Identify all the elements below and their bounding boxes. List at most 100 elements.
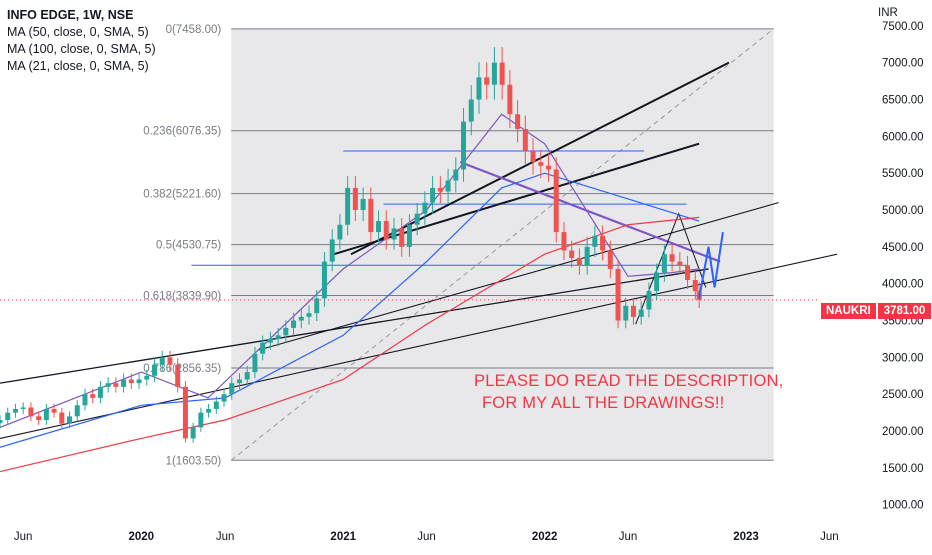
- candle-body: [152, 364, 158, 376]
- fib-level-label: 0(7458.00): [166, 24, 222, 36]
- candle-body: [538, 162, 544, 166]
- candle-body: [376, 221, 382, 233]
- candle-body: [345, 187, 351, 225]
- x-tick-label: Jun: [619, 531, 638, 543]
- x-tick-label: 2020: [128, 531, 154, 543]
- candle-body: [59, 412, 65, 424]
- candle-body: [569, 250, 575, 258]
- y-tick-label: 4000.00: [882, 279, 924, 291]
- candle-body: [236, 379, 242, 384]
- candle-body: [283, 327, 289, 336]
- candle-body: [692, 280, 698, 292]
- candle-body: [461, 121, 467, 170]
- price-tag-value: 3781.00: [877, 303, 932, 319]
- candle-body: [175, 364, 181, 387]
- y-tick-label: 5500.00: [882, 168, 924, 180]
- moving-average-line: [0, 216, 700, 473]
- candle-body: [522, 128, 528, 152]
- candle-body: [607, 250, 613, 269]
- candle-body: [391, 228, 397, 240]
- y-tick-label: 6000.00: [882, 131, 924, 143]
- candle-body: [507, 84, 513, 115]
- candle-body: [468, 99, 474, 122]
- candle-body: [221, 394, 227, 402]
- candle-body: [159, 357, 165, 365]
- candle-body: [360, 198, 366, 210]
- candle-body: [136, 379, 142, 384]
- trendline-drawing: [459, 161, 721, 263]
- candle-body: [314, 298, 320, 314]
- candle-body: [383, 221, 389, 240]
- candle-body: [128, 379, 134, 384]
- candle-body: [0, 420, 3, 424]
- candle-body: [36, 416, 42, 420]
- candle-body: [615, 268, 621, 321]
- candle-body: [669, 254, 675, 262]
- annotation-line-2: FOR MY ALL THE DRAWINGS!!: [482, 394, 725, 412]
- candle-body: [291, 320, 297, 328]
- symbol-title[interactable]: INFO EDGE, 1W, NSE: [7, 8, 134, 22]
- candle-body: [74, 405, 80, 417]
- candle-body: [546, 165, 552, 170]
- candle-body: [252, 353, 258, 373]
- candle-body: [298, 316, 304, 321]
- fib-level-label: 0.382(5221.60): [143, 189, 221, 201]
- price-tag-symbol: NAUKRI: [821, 303, 876, 319]
- candle-body: [28, 407, 34, 417]
- trendline-drawing: [350, 61, 730, 256]
- candle-body: [12, 408, 18, 413]
- candle-body: [5, 412, 11, 420]
- candle-body: [167, 357, 173, 365]
- candle-body: [584, 246, 590, 266]
- candle-body: [229, 383, 235, 395]
- fib-level-label: 0.786(2856.35): [143, 363, 221, 375]
- y-tick-label: 3000.00: [882, 352, 924, 364]
- annotation-line-1: PLEASE DO READ THE DESCRIPTION,: [474, 372, 784, 390]
- x-tick-label: Jun: [14, 531, 33, 543]
- candle-body: [661, 254, 667, 273]
- candle-body: [352, 187, 358, 210]
- candle-body: [198, 412, 204, 428]
- projection-arrow: [698, 231, 724, 299]
- candle-body: [306, 313, 312, 317]
- currency-label: INR: [878, 7, 898, 19]
- candle-body: [484, 77, 490, 85]
- candle-body: [329, 239, 335, 262]
- candle-body: [553, 169, 559, 233]
- candle-body: [43, 408, 49, 420]
- candle-body: [144, 375, 150, 380]
- candle-body: [113, 383, 119, 387]
- candle-body: [576, 257, 582, 266]
- text-annotation[interactable]: PLEASE DO READ THE DESCRIPTION, FOR MY A…: [474, 370, 783, 414]
- candle-body: [206, 408, 212, 413]
- y-tick-label: 7000.00: [882, 58, 924, 70]
- candle-body: [422, 202, 428, 214]
- candle-body: [476, 77, 482, 100]
- candle-body: [638, 309, 644, 317]
- candle-body: [213, 401, 219, 409]
- candle-body: [677, 261, 683, 266]
- y-tick-label: 4500.00: [882, 242, 924, 254]
- candle-body: [182, 386, 188, 439]
- candle-body: [654, 272, 660, 292]
- candle-body: [561, 232, 567, 251]
- candle-body: [82, 394, 88, 406]
- fib-level-label: 0.236(6076.35): [143, 126, 221, 138]
- candle-body: [121, 379, 127, 387]
- y-tick-label: 7500.00: [882, 21, 924, 33]
- indicator-ma50[interactable]: MA (50, close, 0, SMA, 5): [7, 25, 149, 39]
- x-tick-label: Jun: [417, 531, 436, 543]
- fib-level-label: 1(1603.50): [166, 455, 222, 467]
- indicator-ma21[interactable]: MA (21, close, 0, SMA, 5): [7, 59, 149, 73]
- indicator-ma100[interactable]: MA (100, close, 0, SMA, 5): [7, 42, 156, 56]
- x-tick-label: 2023: [733, 531, 759, 543]
- candle-body: [530, 151, 536, 163]
- candle-body: [685, 265, 691, 280]
- candle-body: [399, 228, 405, 247]
- y-tick-label: 2500.00: [882, 389, 924, 401]
- x-tick-label: 2021: [330, 531, 356, 543]
- candle-body: [321, 261, 327, 299]
- candle-body: [499, 62, 505, 85]
